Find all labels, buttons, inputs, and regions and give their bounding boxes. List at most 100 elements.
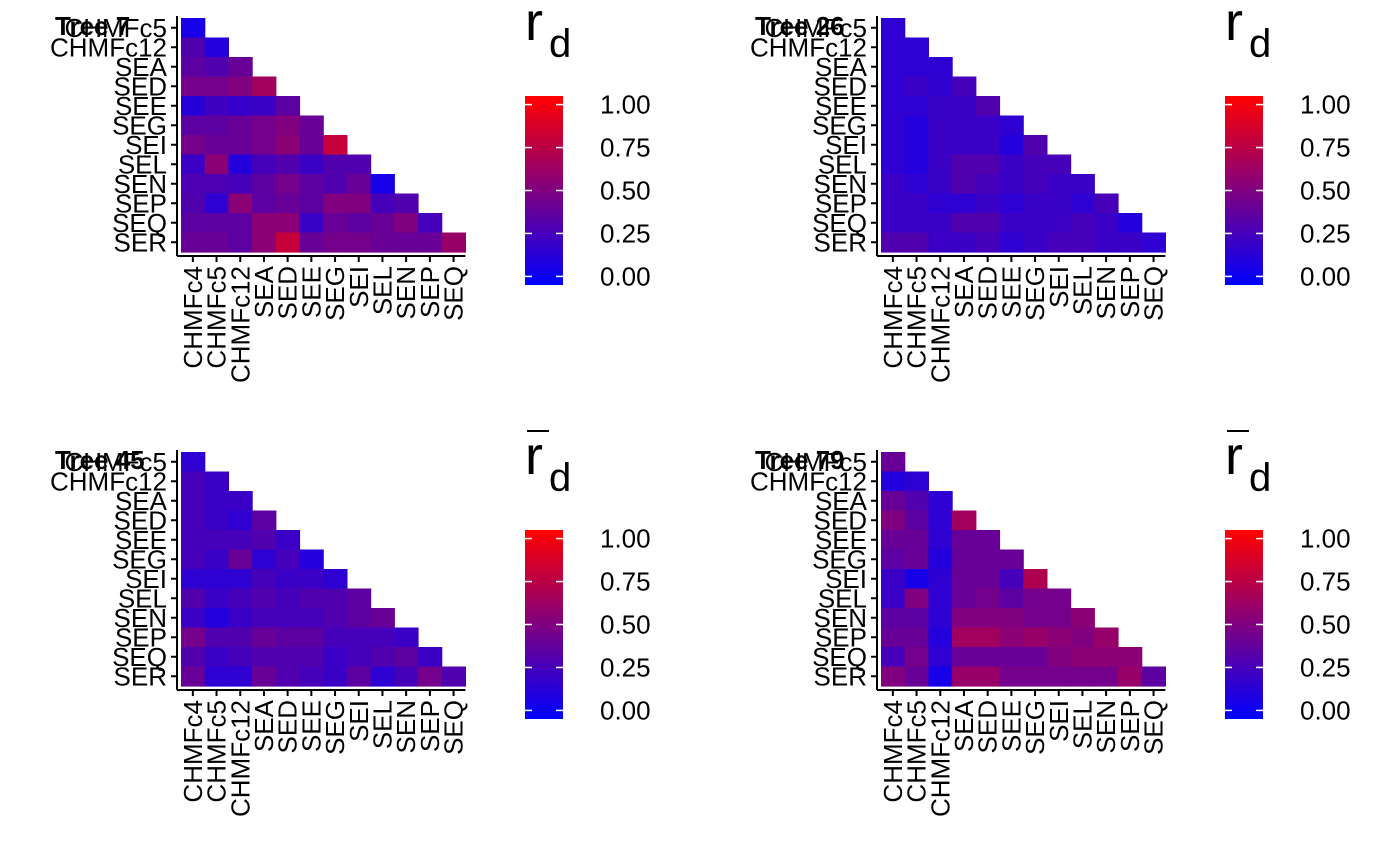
colorbar-tick-label: 0.75	[600, 567, 651, 597]
heatmap-cell	[1141, 666, 1166, 687]
heatmap-cell	[975, 115, 1001, 136]
y-tick-label: SEL	[818, 583, 867, 613]
x-tick-label: SEA	[249, 265, 279, 318]
heatmap-cell	[904, 115, 929, 136]
heatmap-cell	[204, 96, 229, 117]
colorbar-tick-label: 0.50	[1300, 610, 1351, 640]
heatmap-cell	[299, 647, 324, 668]
heatmap-cell	[999, 174, 1024, 195]
heatmap-cell	[204, 647, 229, 668]
heatmap-cell	[323, 174, 348, 195]
heatmap-cell	[975, 569, 1001, 590]
heatmap-cell	[1118, 232, 1143, 253]
heatmap-cell	[204, 174, 229, 195]
y-tick-label: SEI	[125, 564, 167, 594]
panel-title: Tree 7	[55, 11, 130, 41]
y-tick-label: SEL	[118, 149, 167, 179]
heatmap-cell	[1046, 608, 1072, 629]
colorbar-tick-label: 1.00	[1300, 524, 1351, 554]
heatmap-cell	[394, 647, 419, 668]
x-tick-label: SEE	[296, 266, 326, 318]
x-tick-label: CHMFc12	[925, 266, 955, 383]
heatmap-cell	[228, 608, 253, 629]
heatmap-cell	[904, 549, 929, 570]
x-tick-label: SEG	[1020, 266, 1050, 321]
heatmap-cell	[252, 213, 277, 234]
heatmap-cell	[904, 193, 929, 214]
heatmap-cell	[1070, 627, 1095, 648]
heatmap-cell	[228, 174, 253, 195]
heatmap-cell	[370, 232, 395, 253]
heatmap-cell	[346, 232, 372, 253]
x-tick-label: SEI	[1044, 700, 1074, 742]
heatmap-cell	[928, 569, 953, 590]
heatmap-cell	[999, 666, 1024, 687]
heatmap-cell	[975, 627, 1001, 648]
heatmap-cell	[228, 76, 253, 97]
heatmap-cell	[952, 627, 977, 648]
heatmap-cell	[252, 666, 277, 687]
heatmap-cell	[904, 213, 929, 234]
legend-title-subscript: d	[549, 456, 571, 500]
y-tick-label: SER	[814, 227, 867, 257]
y-tick-label: CHMFc5	[64, 13, 167, 43]
heatmap-cell	[1046, 647, 1072, 668]
heatmap-cell	[1046, 588, 1072, 609]
colorbar-tick-label: 1.00	[600, 524, 651, 554]
legend-title: r	[1225, 426, 1243, 486]
x-tick-label: SEI	[344, 266, 374, 308]
heatmap-cell	[975, 647, 1001, 668]
colorbar-tick-label: 1.00	[1300, 90, 1351, 120]
y-tick-label: SED	[814, 505, 867, 535]
heatmap-cell	[999, 549, 1024, 570]
heatmap-cell	[204, 115, 229, 136]
heatmap-cell	[881, 193, 906, 214]
heatmap-panel-1: CHMFc5CHMFc12SEASEDSEESEGSEISELSENSEPSEQ…	[50, 0, 651, 383]
heatmap-cell	[275, 666, 301, 687]
x-tick-label: SEL	[367, 266, 397, 315]
heatmap-cell	[418, 213, 443, 234]
heatmap-cell	[299, 213, 324, 234]
heatmap-cell	[181, 608, 206, 629]
y-tick-label: SEI	[125, 130, 167, 160]
x-tick-label: CHMFc4	[878, 266, 908, 369]
heatmap-cell	[904, 57, 929, 78]
y-tick-label: SED	[814, 71, 867, 101]
heatmap-cell	[181, 37, 206, 58]
heatmap-cell	[1118, 666, 1143, 687]
heatmap-cell	[999, 135, 1024, 156]
heatmap-cell	[928, 510, 953, 531]
heatmap-cell	[999, 588, 1024, 609]
heatmap-cell	[181, 666, 206, 687]
heatmap-cell	[346, 154, 372, 175]
heatmap-cell	[881, 76, 906, 97]
y-tick-label: CHMFc5	[764, 447, 867, 477]
y-tick-label: SEA	[815, 486, 868, 516]
y-tick-label: SEA	[815, 52, 868, 82]
heatmap-cell	[394, 213, 419, 234]
heatmap-cell	[881, 18, 906, 39]
heatmap-cell	[181, 510, 206, 531]
x-tick-label: SEQ	[1139, 266, 1169, 321]
heatmap-cell	[928, 666, 953, 687]
heatmap-cell	[299, 588, 324, 609]
heatmap-cell	[928, 96, 953, 117]
colorbar-tick-label: 0.25	[600, 218, 651, 248]
x-tick-label: SEP	[415, 700, 445, 752]
heatmap-cell	[1141, 232, 1166, 253]
heatmap-cell	[204, 232, 229, 253]
heatmap-cell	[275, 115, 301, 136]
heatmap-cell	[1046, 193, 1072, 214]
heatmap-cell	[952, 174, 977, 195]
heatmap-cell	[975, 232, 1001, 253]
heatmap-cell	[952, 530, 977, 551]
x-tick-label: SEG	[320, 700, 350, 755]
heatmap-cell	[1046, 154, 1072, 175]
x-tick-label: SEL	[367, 700, 397, 749]
heatmap-cell	[346, 588, 372, 609]
heatmap-cell	[228, 510, 253, 531]
y-tick-label: SED	[114, 71, 167, 101]
x-tick-label: SEA	[249, 699, 279, 752]
heatmap-cell	[228, 647, 253, 668]
